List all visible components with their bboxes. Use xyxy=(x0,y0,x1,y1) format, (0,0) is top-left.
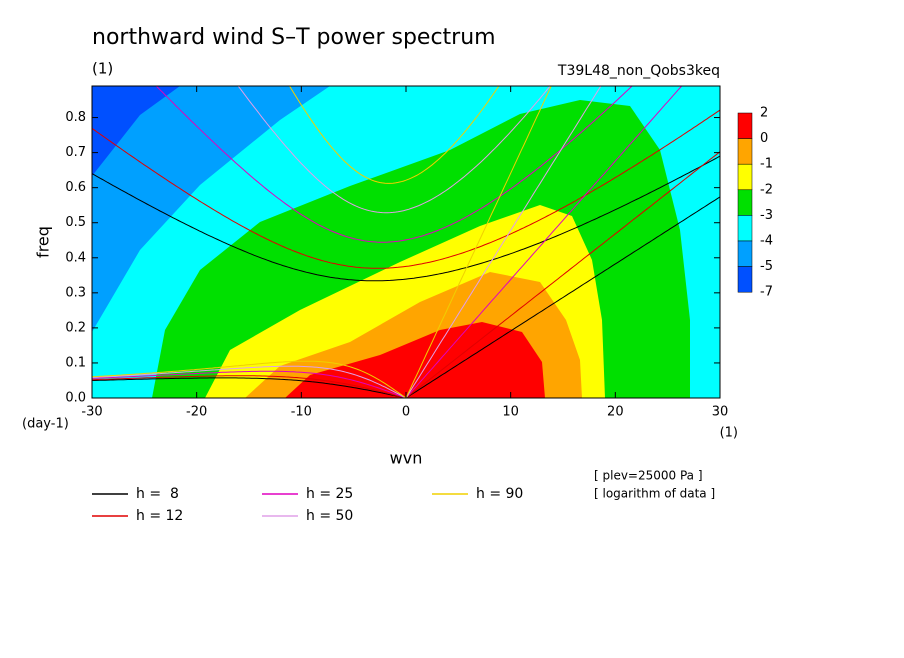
y-tick-label: 0.1 xyxy=(65,355,86,370)
run-label: T39L48_non_Qobs3keq xyxy=(557,63,720,79)
rossby-curve xyxy=(92,370,407,398)
contour-region xyxy=(285,322,545,398)
x-unit: (1) xyxy=(720,426,738,441)
y-tick-label: 0.6 xyxy=(65,180,86,195)
colorbar-box xyxy=(737,189,753,216)
ig-curve xyxy=(288,86,500,184)
chart-title: northward wind S–T power spectrum xyxy=(92,25,496,50)
colorbar-box xyxy=(737,112,753,139)
contour-region xyxy=(92,86,330,332)
legend-label: h = 90 xyxy=(476,486,523,502)
y-tick-label: 0.2 xyxy=(65,320,86,335)
subtitle: (1) xyxy=(92,60,113,78)
ig-curve xyxy=(92,109,720,269)
y-axis-label: freq xyxy=(34,226,53,258)
note: [ plev=25000 Pa ] xyxy=(594,469,703,483)
colorbar-label: 0 xyxy=(760,131,768,146)
x-tick-label: -30 xyxy=(81,405,102,420)
y-tick-label: 0.4 xyxy=(65,250,86,265)
rossby-curve xyxy=(92,375,407,398)
kelvin-curve xyxy=(405,86,552,398)
kelvin-curve xyxy=(405,86,683,398)
colorbar-box xyxy=(737,138,753,165)
colorbar-label: -7 xyxy=(760,285,773,300)
y-tick-label: 0.3 xyxy=(65,285,86,300)
contour-fill xyxy=(92,86,720,398)
dispersion-curves xyxy=(92,86,720,398)
ig-curve xyxy=(92,155,720,282)
x-tick-label: 30 xyxy=(712,405,729,420)
kelvin-curve xyxy=(405,196,720,398)
y-tick-label: 0.8 xyxy=(65,110,86,125)
colorbar-box xyxy=(737,240,753,267)
x-tick-label: -10 xyxy=(291,405,312,420)
legend-label: h = 12 xyxy=(136,508,183,524)
rossby-curve xyxy=(92,377,407,398)
ig-curve xyxy=(155,86,633,243)
y-tick-label: 0.5 xyxy=(65,215,86,230)
colorbar-label: 2 xyxy=(760,106,768,121)
kelvin-curve xyxy=(405,86,602,398)
colorbar-box xyxy=(737,266,753,293)
kelvin-curve xyxy=(405,151,720,398)
x-tick-label: 20 xyxy=(607,405,624,420)
y-tick-label: 0.7 xyxy=(65,145,86,160)
rossby-curve xyxy=(92,360,407,398)
legend-label: h = 50 xyxy=(306,508,353,524)
colorbar-label: -3 xyxy=(760,208,773,223)
rossby-curve xyxy=(92,365,407,398)
note: [ logarithm of data ] xyxy=(594,487,715,501)
x-axis-label: wvn xyxy=(390,449,423,468)
y-unit: (day-1) xyxy=(22,417,69,432)
legend-label: h = 8 xyxy=(136,486,179,502)
x-tick-label: 10 xyxy=(502,405,519,420)
colorbar-box xyxy=(737,215,753,242)
legend-label: h = 25 xyxy=(306,486,353,502)
x-tick-label: 0 xyxy=(402,405,410,420)
colorbar-box xyxy=(737,163,753,191)
x-tick-label: -20 xyxy=(186,405,207,420)
colorbar-label: -1 xyxy=(760,157,773,172)
colorbar-label: -2 xyxy=(760,182,773,197)
colorbar-label: -5 xyxy=(760,259,773,274)
contour-region xyxy=(92,86,180,176)
colorbar-label: -4 xyxy=(760,234,773,249)
ig-curve xyxy=(237,86,551,214)
y-tick-label: 0.0 xyxy=(65,391,86,406)
